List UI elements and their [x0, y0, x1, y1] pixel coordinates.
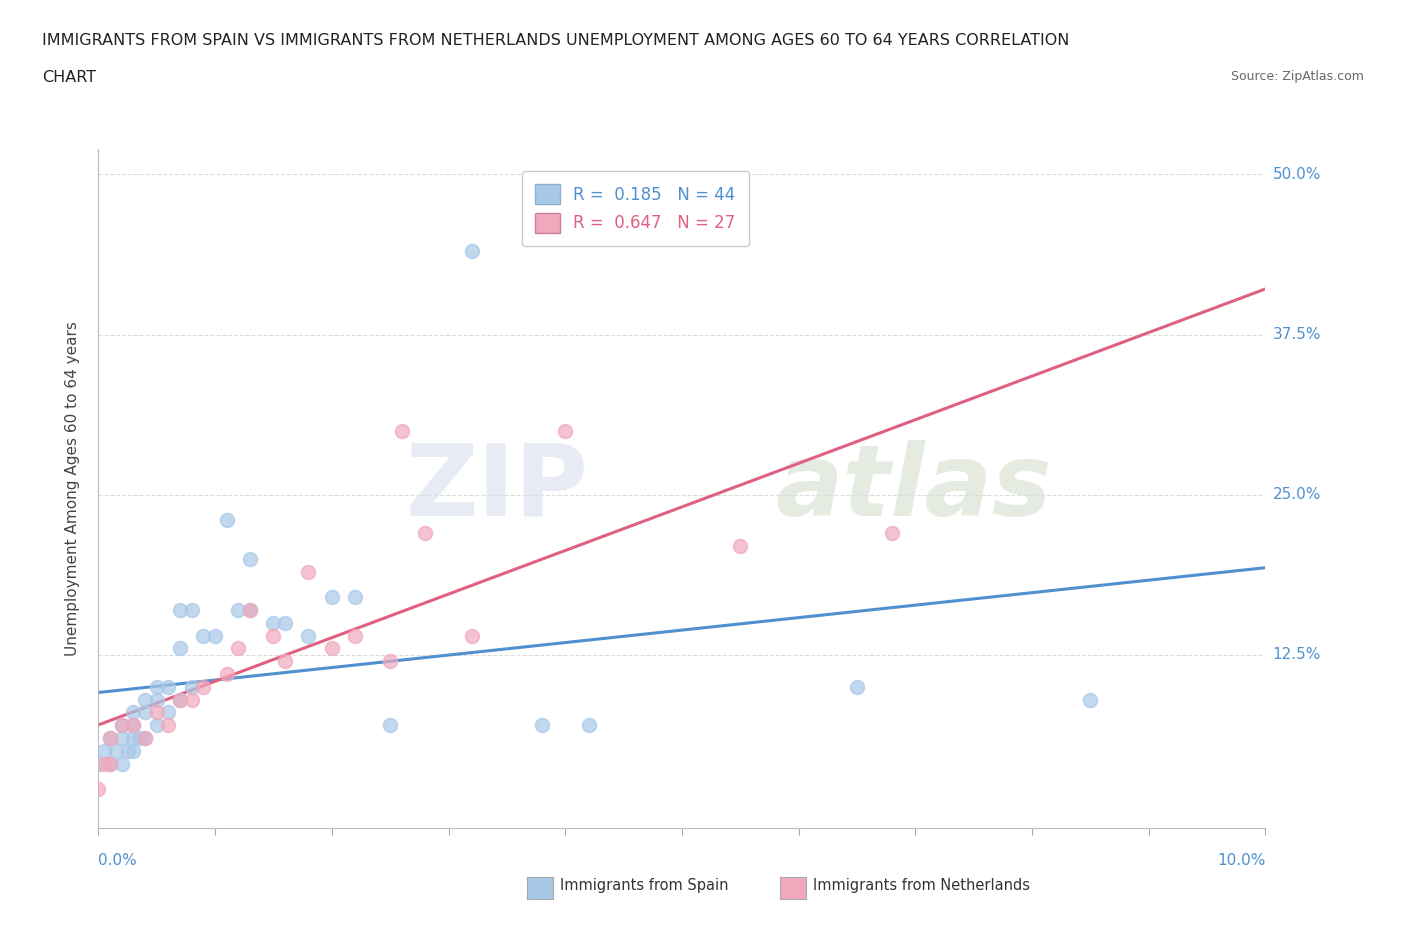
Text: Immigrants from Netherlands: Immigrants from Netherlands [813, 878, 1029, 893]
Point [378, 654, 402, 669]
Point [111, 731, 134, 746]
Point [193, 628, 215, 643]
Point [413, 525, 436, 540]
Point [134, 705, 156, 720]
Point [169, 641, 191, 656]
Point [111, 718, 134, 733]
Point [169, 692, 191, 707]
Point [880, 525, 903, 540]
Point [146, 705, 169, 720]
Point [122, 731, 145, 746]
Point [344, 590, 367, 604]
Point [262, 616, 284, 631]
Point [117, 743, 139, 758]
Point [157, 705, 180, 720]
Text: atlas: atlas [775, 440, 1052, 537]
Text: 50.0%: 50.0% [1272, 166, 1320, 182]
Point [391, 423, 413, 438]
Point [274, 616, 297, 631]
Point [98, 756, 121, 771]
Point [146, 718, 169, 733]
Text: 10.0%: 10.0% [1218, 853, 1265, 868]
Point [134, 731, 156, 746]
Point [239, 603, 262, 618]
Point [98, 756, 121, 771]
Point [228, 603, 250, 618]
Point [111, 718, 134, 733]
Point [180, 603, 202, 618]
Point [530, 718, 553, 733]
Text: ZIP: ZIP [406, 440, 589, 537]
Point [297, 628, 319, 643]
Point [180, 692, 202, 707]
Point [204, 628, 226, 643]
Point [215, 512, 238, 527]
Point [262, 628, 284, 643]
Point [321, 641, 343, 656]
Point [321, 590, 343, 604]
Point [274, 654, 297, 669]
Text: 37.5%: 37.5% [1272, 327, 1320, 342]
Point [461, 244, 484, 259]
Text: 25.0%: 25.0% [1272, 487, 1320, 502]
Text: 12.5%: 12.5% [1272, 647, 1320, 662]
Point [146, 692, 169, 707]
Point [239, 603, 262, 618]
Point [122, 718, 145, 733]
Point [122, 743, 145, 758]
Point [228, 641, 250, 656]
Point [461, 628, 484, 643]
Point [378, 718, 402, 733]
Point [169, 692, 191, 707]
Point [1080, 692, 1102, 707]
Point [180, 679, 202, 694]
Point [169, 603, 191, 618]
Point [845, 679, 868, 694]
Point [87, 756, 110, 771]
Point [87, 782, 110, 797]
Text: 0.0%: 0.0% [98, 853, 138, 868]
Point [93, 743, 115, 758]
Point [157, 718, 180, 733]
Point [344, 628, 367, 643]
Point [111, 756, 134, 771]
Point [578, 718, 600, 733]
Point [728, 538, 751, 553]
Point [215, 667, 238, 682]
Point [104, 743, 127, 758]
Point [146, 679, 169, 694]
Point [98, 731, 121, 746]
Text: Source: ZipAtlas.com: Source: ZipAtlas.com [1230, 70, 1364, 83]
Point [93, 756, 115, 771]
Point [122, 705, 145, 720]
Point [239, 551, 262, 566]
Point [98, 731, 121, 746]
Point [134, 692, 156, 707]
Text: CHART: CHART [42, 70, 96, 85]
Point [193, 679, 215, 694]
Y-axis label: Unemployment Among Ages 60 to 64 years: Unemployment Among Ages 60 to 64 years [65, 321, 80, 656]
Legend: R =  0.185   N = 44, R =  0.647   N = 27: R = 0.185 N = 44, R = 0.647 N = 27 [522, 171, 749, 246]
Point [297, 565, 319, 579]
Point [134, 731, 156, 746]
Point [122, 718, 145, 733]
Text: Immigrants from Spain: Immigrants from Spain [560, 878, 728, 893]
Point [554, 423, 576, 438]
Point [157, 679, 180, 694]
Text: IMMIGRANTS FROM SPAIN VS IMMIGRANTS FROM NETHERLANDS UNEMPLOYMENT AMONG AGES 60 : IMMIGRANTS FROM SPAIN VS IMMIGRANTS FROM… [42, 33, 1070, 47]
Point [128, 731, 150, 746]
